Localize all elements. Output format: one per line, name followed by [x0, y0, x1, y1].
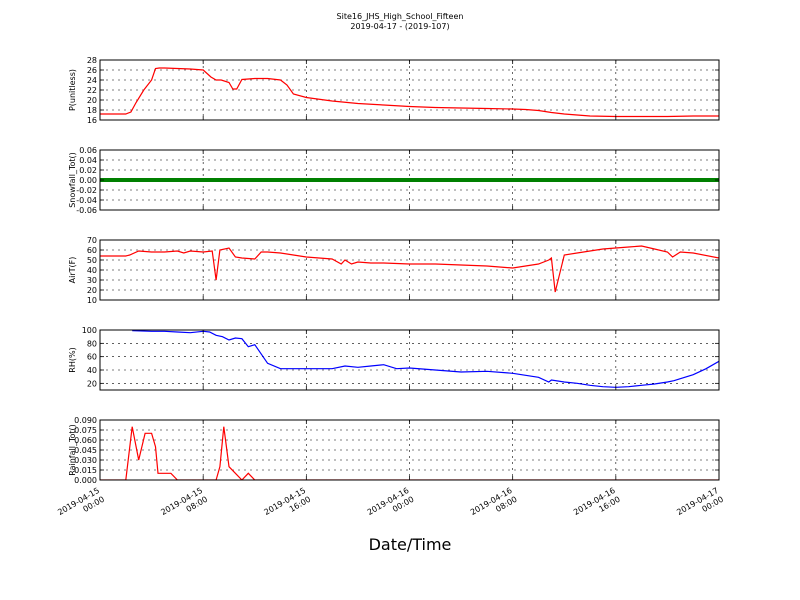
- y-tick-label: 28: [87, 56, 97, 65]
- y-tick-label: 30: [87, 276, 97, 285]
- y-tick-label: 40: [87, 266, 97, 275]
- series-line: [100, 67, 719, 118]
- y-axis-label: Snowfall_Tot(): [68, 152, 77, 208]
- y-tick-label: 16: [87, 116, 97, 125]
- subplot-2: -0.06-0.04-0.020.000.020.040.06Snowfall_…: [68, 146, 720, 215]
- y-tick-label: 60: [87, 353, 97, 362]
- x-tick-label: 2019-04-1600:00: [366, 486, 416, 526]
- y-axis-label: P(unitless): [68, 69, 77, 111]
- chart-title: Site16_JHS_High_School_Fifteen: [337, 12, 464, 21]
- y-tick-label: 60: [87, 246, 97, 255]
- y-tick-label: 10: [87, 296, 97, 305]
- y-tick-label: -0.06: [76, 206, 97, 215]
- y-tick-label: -0.02: [76, 186, 97, 195]
- x-tick-label: 2019-04-1608:00: [469, 486, 519, 526]
- x-tick-label: 2019-04-1508:00: [159, 486, 209, 526]
- y-axis-label: AirT(F): [68, 257, 77, 284]
- y-tick-label: 0.090: [74, 416, 97, 425]
- y-tick-label: 24: [87, 76, 97, 85]
- y-tick-label: 0.045: [74, 446, 97, 455]
- series-line: [100, 426, 719, 480]
- y-tick-label: 80: [87, 339, 97, 348]
- x-tick-label: 2019-04-1500:00: [56, 486, 106, 526]
- series-line: [100, 245, 719, 293]
- subplot-5: 0.0000.0150.0300.0450.0600.0750.090Rainf…: [68, 416, 720, 485]
- y-tick-label: 20: [87, 379, 97, 388]
- x-tick-label: 2019-04-1700:00: [675, 486, 725, 526]
- y-tick-label: 18: [87, 106, 97, 115]
- x-tick-label: 2019-04-1616:00: [572, 486, 622, 526]
- y-tick-label: 100: [82, 326, 97, 335]
- y-axis-label: Rainfall_Tot(): [68, 424, 77, 476]
- x-tick-label: 2019-04-1516:00: [263, 486, 313, 526]
- y-tick-label: 50: [87, 256, 97, 265]
- y-tick-label: 26: [87, 66, 97, 75]
- series-line: [132, 330, 719, 388]
- subplot-stack: 16182022242628P(unitless)-0.06-0.04-0.02…: [68, 56, 720, 485]
- y-tick-label: 0.015: [74, 466, 97, 475]
- y-tick-label: 0.04: [79, 156, 97, 165]
- y-tick-label: 70: [87, 236, 97, 245]
- y-tick-label: 0.030: [74, 456, 97, 465]
- chart-subtitle: 2019-04-17 - (2019-107): [350, 22, 449, 31]
- x-axis-tick-labels: 2019-04-1500:00 2019-04-1508:00 2019-04-15…: [56, 486, 725, 526]
- y-tick-label: 0.00: [79, 176, 97, 185]
- y-tick-label: 0.060: [74, 436, 97, 445]
- subplot-4: 20 40 60 80 100 RH(%): [68, 326, 720, 391]
- y-tick-label: 0.000: [74, 476, 97, 485]
- y-axis-label: RH(%): [68, 347, 77, 372]
- y-tick-label: 20: [87, 96, 97, 105]
- x-axis-label: Date/Time: [369, 535, 452, 554]
- y-tick-label: -0.04: [76, 196, 97, 205]
- y-tick-label: 0.075: [74, 426, 97, 435]
- y-tick-label: 0.06: [79, 146, 97, 155]
- y-tick-label: 40: [87, 366, 97, 375]
- y-tick-label: 20: [87, 286, 97, 295]
- y-tick-label: 22: [87, 86, 97, 95]
- y-tick-label: 0.02: [79, 166, 97, 175]
